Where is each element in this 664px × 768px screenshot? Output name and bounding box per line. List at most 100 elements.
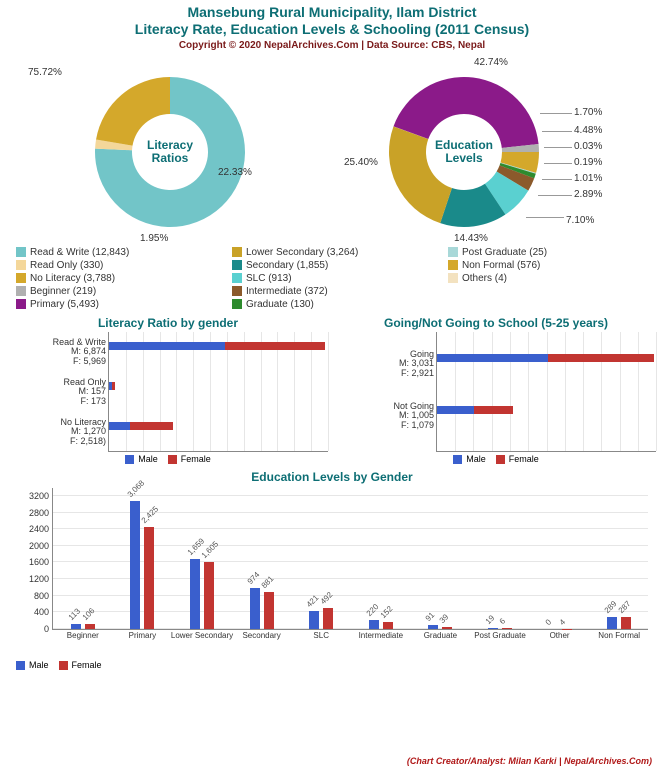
leader-line <box>542 179 572 180</box>
male-bar <box>309 611 319 629</box>
legend-item: SLC (913) <box>232 273 440 284</box>
male-bar <box>250 588 260 629</box>
pct-label: 4.48% <box>574 125 602 136</box>
x-tick: Intermediate <box>359 629 403 640</box>
legend-item: Read & Write (12,843) <box>16 247 224 258</box>
pct-label: 0.19% <box>574 157 602 168</box>
x-tick: Lower Secondary <box>171 629 233 640</box>
sub-title: Literacy Rate, Education Levels & School… <box>0 21 664 38</box>
title-block: Mansebung Rural Municipality, Ilam Distr… <box>0 0 664 53</box>
female-bar <box>621 617 631 629</box>
female-bar <box>474 406 513 414</box>
x-tick: Non Formal <box>598 629 640 640</box>
hbar-group-label: Read OnlyM: 157F: 173 <box>63 378 106 408</box>
copyright-line: Copyright © 2020 NepalArchives.Com | Dat… <box>0 40 664 51</box>
bar-value-label: 287 <box>617 599 633 615</box>
bar-value-label: 220 <box>364 602 380 618</box>
literacy-hbar-plot <box>108 332 328 452</box>
education-by-gender-title: Education Levels by Gender <box>16 470 648 484</box>
bar-value-label: 19 <box>484 613 497 626</box>
y-tick: 3200 <box>29 491 53 501</box>
legend-item: Lower Secondary (3,264) <box>232 247 440 258</box>
schooling-title: Going/Not Going to School (5-25 years) <box>336 316 656 330</box>
x-tick: Secondary <box>242 629 280 640</box>
male-swatch <box>453 455 462 464</box>
bar-value-label: 881 <box>259 574 275 590</box>
pct-label: 22.33% <box>218 167 252 178</box>
pct-label: 7.10% <box>566 215 594 226</box>
pct-label: 0.03% <box>574 141 602 152</box>
literacy-hbar-labels: Read & WriteM: 6,874F: 5,969Read OnlyM: … <box>8 332 108 452</box>
pct-label: 1.01% <box>574 173 602 184</box>
bar-value-label: 152 <box>378 605 394 621</box>
leader-line <box>542 131 572 132</box>
vbar-plot: 0400800120016002000240028003200Beginner1… <box>52 488 648 630</box>
female-bar <box>225 342 326 350</box>
legend-item: Primary (5,493) <box>16 299 224 310</box>
credit-line: (Chart Creator/Analyst: Milan Karki | Ne… <box>407 756 652 766</box>
bar-value-label: 106 <box>80 606 96 622</box>
male-bar <box>130 501 140 629</box>
donut-row: LiteracyRatios 75.72%1.95%22.33% Educati… <box>0 53 664 247</box>
female-bar <box>204 562 214 629</box>
pct-label: 2.89% <box>574 189 602 200</box>
legend-item: Others (4) <box>448 273 656 284</box>
female-legend-label: Female <box>181 454 211 464</box>
male-bar <box>437 406 474 414</box>
school-hbar-plot <box>436 332 656 452</box>
donut-slice <box>389 126 452 223</box>
legend-item: Non Formal (576) <box>448 260 656 271</box>
female-legend-label: Female <box>72 660 102 670</box>
legend-item: Secondary (1,855) <box>232 260 440 271</box>
y-tick: 1200 <box>29 574 53 584</box>
education-donut-svg <box>344 57 644 247</box>
hbar-group-label: No LiteracyM: 1,270F: 2,518) <box>60 418 106 448</box>
pct-label: 14.43% <box>454 233 488 244</box>
education-donut: EducationLevels 42.74%1.70%4.48%0.03%0.1… <box>344 57 644 247</box>
x-tick: SLC <box>313 629 329 640</box>
legend-item: No Literacy (3,788) <box>16 273 224 284</box>
y-tick: 1600 <box>29 557 53 567</box>
male-bar <box>109 422 130 430</box>
female-bar <box>383 622 393 628</box>
pct-label: 25.40% <box>344 157 378 168</box>
male-bar <box>437 354 548 362</box>
donut-slice <box>96 77 170 146</box>
legend-item: Read Only (330) <box>16 260 224 271</box>
leader-line <box>544 147 572 148</box>
leader-line <box>538 195 572 196</box>
y-tick: 2800 <box>29 508 53 518</box>
literacy-hbar-legend: Male Female <box>8 454 328 464</box>
bar-value-label: 492 <box>319 590 335 606</box>
main-legend: Read & Write (12,843) Read Only (330) No L… <box>0 247 664 314</box>
literacy-donut: LiteracyRatios 75.72%1.95%22.33% <box>20 57 320 247</box>
main-title: Mansebung Rural Municipality, Ilam Distr… <box>0 4 664 21</box>
hbar-group-label: GoingM: 3,031F: 2,921 <box>399 350 434 380</box>
male-bar <box>428 625 438 629</box>
vbar-legend: Male Female <box>16 660 648 670</box>
hbar-group-label: Not GoingM: 1,005F: 1,079 <box>393 402 434 432</box>
y-tick: 400 <box>34 607 53 617</box>
y-tick: 800 <box>34 591 53 601</box>
school-hbar-labels: GoingM: 3,031F: 2,921 Not GoingM: 1,005F:… <box>336 332 436 452</box>
female-bar <box>442 627 452 629</box>
y-tick: 0 <box>44 624 53 634</box>
male-bar <box>369 620 379 629</box>
female-bar <box>112 382 115 390</box>
female-legend-label: Female <box>509 454 539 464</box>
bar-value-label: 39 <box>438 612 451 625</box>
bar-value-label: 4 <box>557 617 567 627</box>
male-swatch <box>16 661 25 670</box>
male-legend-label: Male <box>138 454 158 464</box>
pct-label: 42.74% <box>474 57 508 68</box>
hbar-row: Literacy Ratio by gender Read & WriteM: … <box>0 314 664 464</box>
leader-line <box>544 163 572 164</box>
y-tick: 2000 <box>29 541 53 551</box>
male-legend-label: Male <box>466 454 486 464</box>
bar-value-label: 2,425 <box>140 505 161 526</box>
literacy-by-gender-chart: Literacy Ratio by gender Read & WriteM: … <box>8 316 328 464</box>
male-bar <box>109 342 225 350</box>
female-bar <box>130 422 172 430</box>
legend-item: Post Graduate (25) <box>448 247 656 258</box>
bar-value-label: 974 <box>245 570 261 586</box>
